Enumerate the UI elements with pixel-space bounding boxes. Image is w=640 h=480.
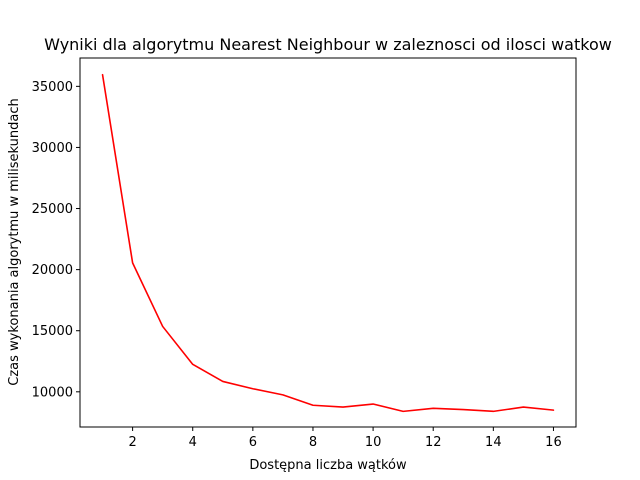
x-tick-label-2: 2 (128, 435, 136, 450)
x-tick-label-12: 12 (425, 435, 442, 450)
y-tick-label-10000: 10000 (32, 385, 73, 400)
y-axis-ticks: 10000 15000 20000 25000 30000 35000 (32, 80, 80, 400)
x-axis-label: Dostępna liczba wątków (249, 458, 407, 473)
y-axis-label: Czas wykonania algorytmu w milisekundach (7, 98, 22, 385)
plot-frame (79, 57, 577, 428)
chart-title: Wyniki dla algorytmu Nearest Neighbour w… (44, 35, 612, 54)
plot-area (79, 57, 577, 428)
x-tick-label-10: 10 (365, 435, 382, 450)
x-tick-label-16: 16 (545, 435, 562, 450)
x-tick-label-4: 4 (189, 435, 197, 450)
series-line-0 (101, 73, 555, 413)
y-tick-label-35000: 35000 (32, 80, 73, 95)
x-axis-ticks: 2 4 6 8 10 12 14 16 (128, 427, 562, 450)
y-tick-label-30000: 30000 (32, 141, 73, 156)
x-tick-label-8: 8 (309, 435, 317, 450)
y-tick-label-20000: 20000 (32, 263, 73, 278)
y-tick-label-25000: 25000 (32, 202, 73, 217)
x-tick-label-14: 14 (485, 435, 502, 450)
y-tick-label-15000: 15000 (32, 324, 73, 339)
x-tick-label-6: 6 (249, 435, 257, 450)
